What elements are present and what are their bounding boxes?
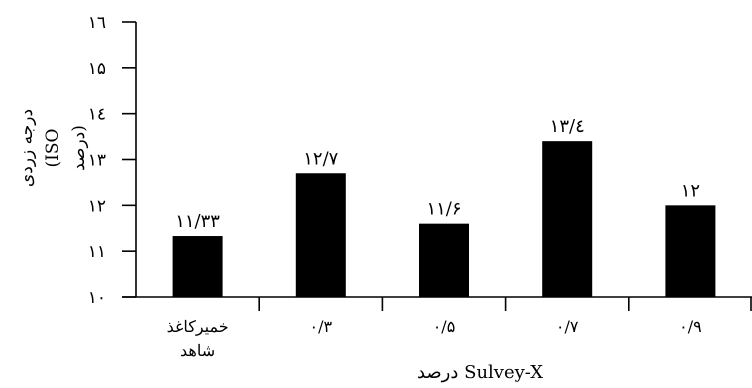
y-axis-label-line-2: (ISO درصد) bbox=[43, 125, 89, 171]
x-tick-label: ۰/۵ bbox=[433, 317, 456, 336]
data-label: ۱۳/٤ bbox=[550, 116, 585, 137]
x-tick-label: ۰/۷ bbox=[556, 317, 579, 336]
bar bbox=[172, 236, 223, 297]
bar bbox=[419, 223, 469, 297]
y-axis-label: درجه زردی (ISO درصد) bbox=[14, 108, 92, 188]
data-label: ۱۱/۶ bbox=[426, 199, 461, 220]
x-tick-label: ۰/۳ bbox=[310, 317, 333, 336]
y-tick-label: ۱۵ bbox=[88, 59, 106, 79]
data-label: ۱۲/۷ bbox=[303, 148, 338, 169]
bars bbox=[172, 141, 716, 297]
x-axis-label: درصد Sulvey-X bbox=[416, 362, 544, 383]
y-axis-label-line-1: درجه زردی bbox=[17, 108, 37, 188]
y-tick-label: ۱٤ bbox=[88, 105, 106, 125]
bar bbox=[542, 141, 593, 297]
bar bbox=[295, 173, 346, 297]
y-tick-label: ۱۳ bbox=[88, 151, 106, 171]
y-tick-label: ۱۱ bbox=[88, 242, 106, 262]
y-tick-label: ۱٦ bbox=[88, 13, 106, 33]
x-tick-label: خمیرکاغذ bbox=[167, 317, 229, 336]
y-tick-label: ۱۲ bbox=[88, 196, 106, 216]
axes: ۱۰ ۱۱ ۱۲ ۱۳ ۱٤ ۱۵ ۱٦ خمیرکاغذ شاهد ۰/۳ ۰/۵ ۰/۷ ۰/۹ bbox=[88, 13, 752, 360]
bar bbox=[665, 205, 716, 297]
data-label: ۱۱/۳۳ bbox=[175, 211, 220, 232]
data-labels: ۱۱/۳۳ ۱۲/۷ ۱۱/۶ ۱۳/٤ ۱۲ bbox=[175, 116, 700, 232]
data-label: ۱۲ bbox=[681, 180, 700, 201]
x-tick-label: شاهد bbox=[180, 341, 215, 360]
y-tick-label: ۱۰ bbox=[88, 288, 106, 308]
x-tick-label: ۰/۹ bbox=[679, 317, 702, 336]
